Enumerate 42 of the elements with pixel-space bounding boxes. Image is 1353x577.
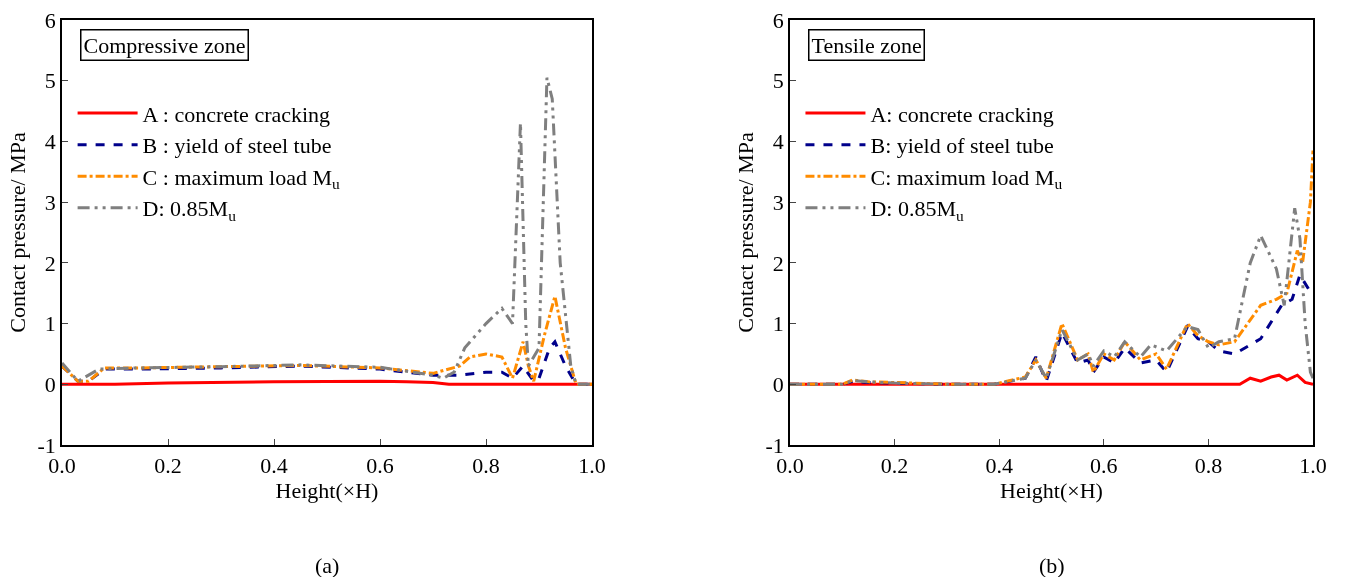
x-tick-label: 0.6 [366, 453, 394, 479]
x-tick-label: 0.6 [1090, 453, 1118, 479]
y-tick-label: 3 [44, 189, 56, 215]
line-series [62, 76, 592, 386]
legend-label: A : concrete cracking [142, 101, 331, 127]
x-axis-title: Height(×H) [1000, 478, 1103, 504]
legend-label: C : maximum load M$_{u}$ [142, 164, 341, 193]
x-tick-label: 0.8 [472, 453, 500, 479]
y-tick-label: 6 [44, 7, 56, 33]
x-tick-label: 0.2 [154, 453, 182, 479]
x-tick-label: 0.4 [985, 453, 1013, 479]
y-tick-label: 5 [772, 68, 784, 94]
x-axis-title: Height(×H) [275, 478, 379, 504]
x-tick-label: 1.0 [1299, 453, 1327, 479]
x-tick-label: 0.2 [880, 453, 909, 479]
annotation: Tensile zone [811, 32, 922, 58]
y-axis-title: Contact pressure/ MPa [4, 132, 30, 333]
y-axis-title: Contact pressure/ MPa [732, 132, 758, 333]
y-tick-label: 2 [772, 250, 784, 276]
legend-label: B: yield of steel tube [870, 133, 1054, 159]
x-tick-label: 1.0 [578, 453, 606, 479]
text: (b) [1039, 553, 1065, 577]
legend-label: D: 0.85M$_{u}$ [142, 196, 237, 225]
legend-label: B : yield of steel tube [142, 133, 332, 159]
annotation: Compressive zone [83, 32, 246, 58]
legend-label: D: 0.85M$_{u}$ [870, 196, 965, 225]
y-tick-label: 0 [772, 371, 784, 397]
y-tick-label: 4 [772, 129, 784, 155]
y-tick-label: 1 [772, 311, 784, 337]
y-tick-label: 0 [44, 371, 56, 397]
line-series [62, 294, 592, 386]
y-tick-label: 3 [772, 189, 784, 215]
x-tick-label: 0.4 [260, 453, 288, 479]
y-tick-label: 2 [44, 250, 56, 276]
y-tick-label: 1 [44, 311, 56, 337]
y-tick-label: 6 [772, 7, 784, 33]
legend-label: C: maximum load M$_{u}$ [870, 164, 1063, 193]
legend-label: A: concrete cracking [870, 101, 1054, 127]
x-tick-label: 0.8 [1194, 453, 1223, 479]
y-tick-label: 4 [44, 129, 56, 155]
y-tick-label: 5 [44, 68, 56, 94]
text: (a) [315, 553, 340, 577]
